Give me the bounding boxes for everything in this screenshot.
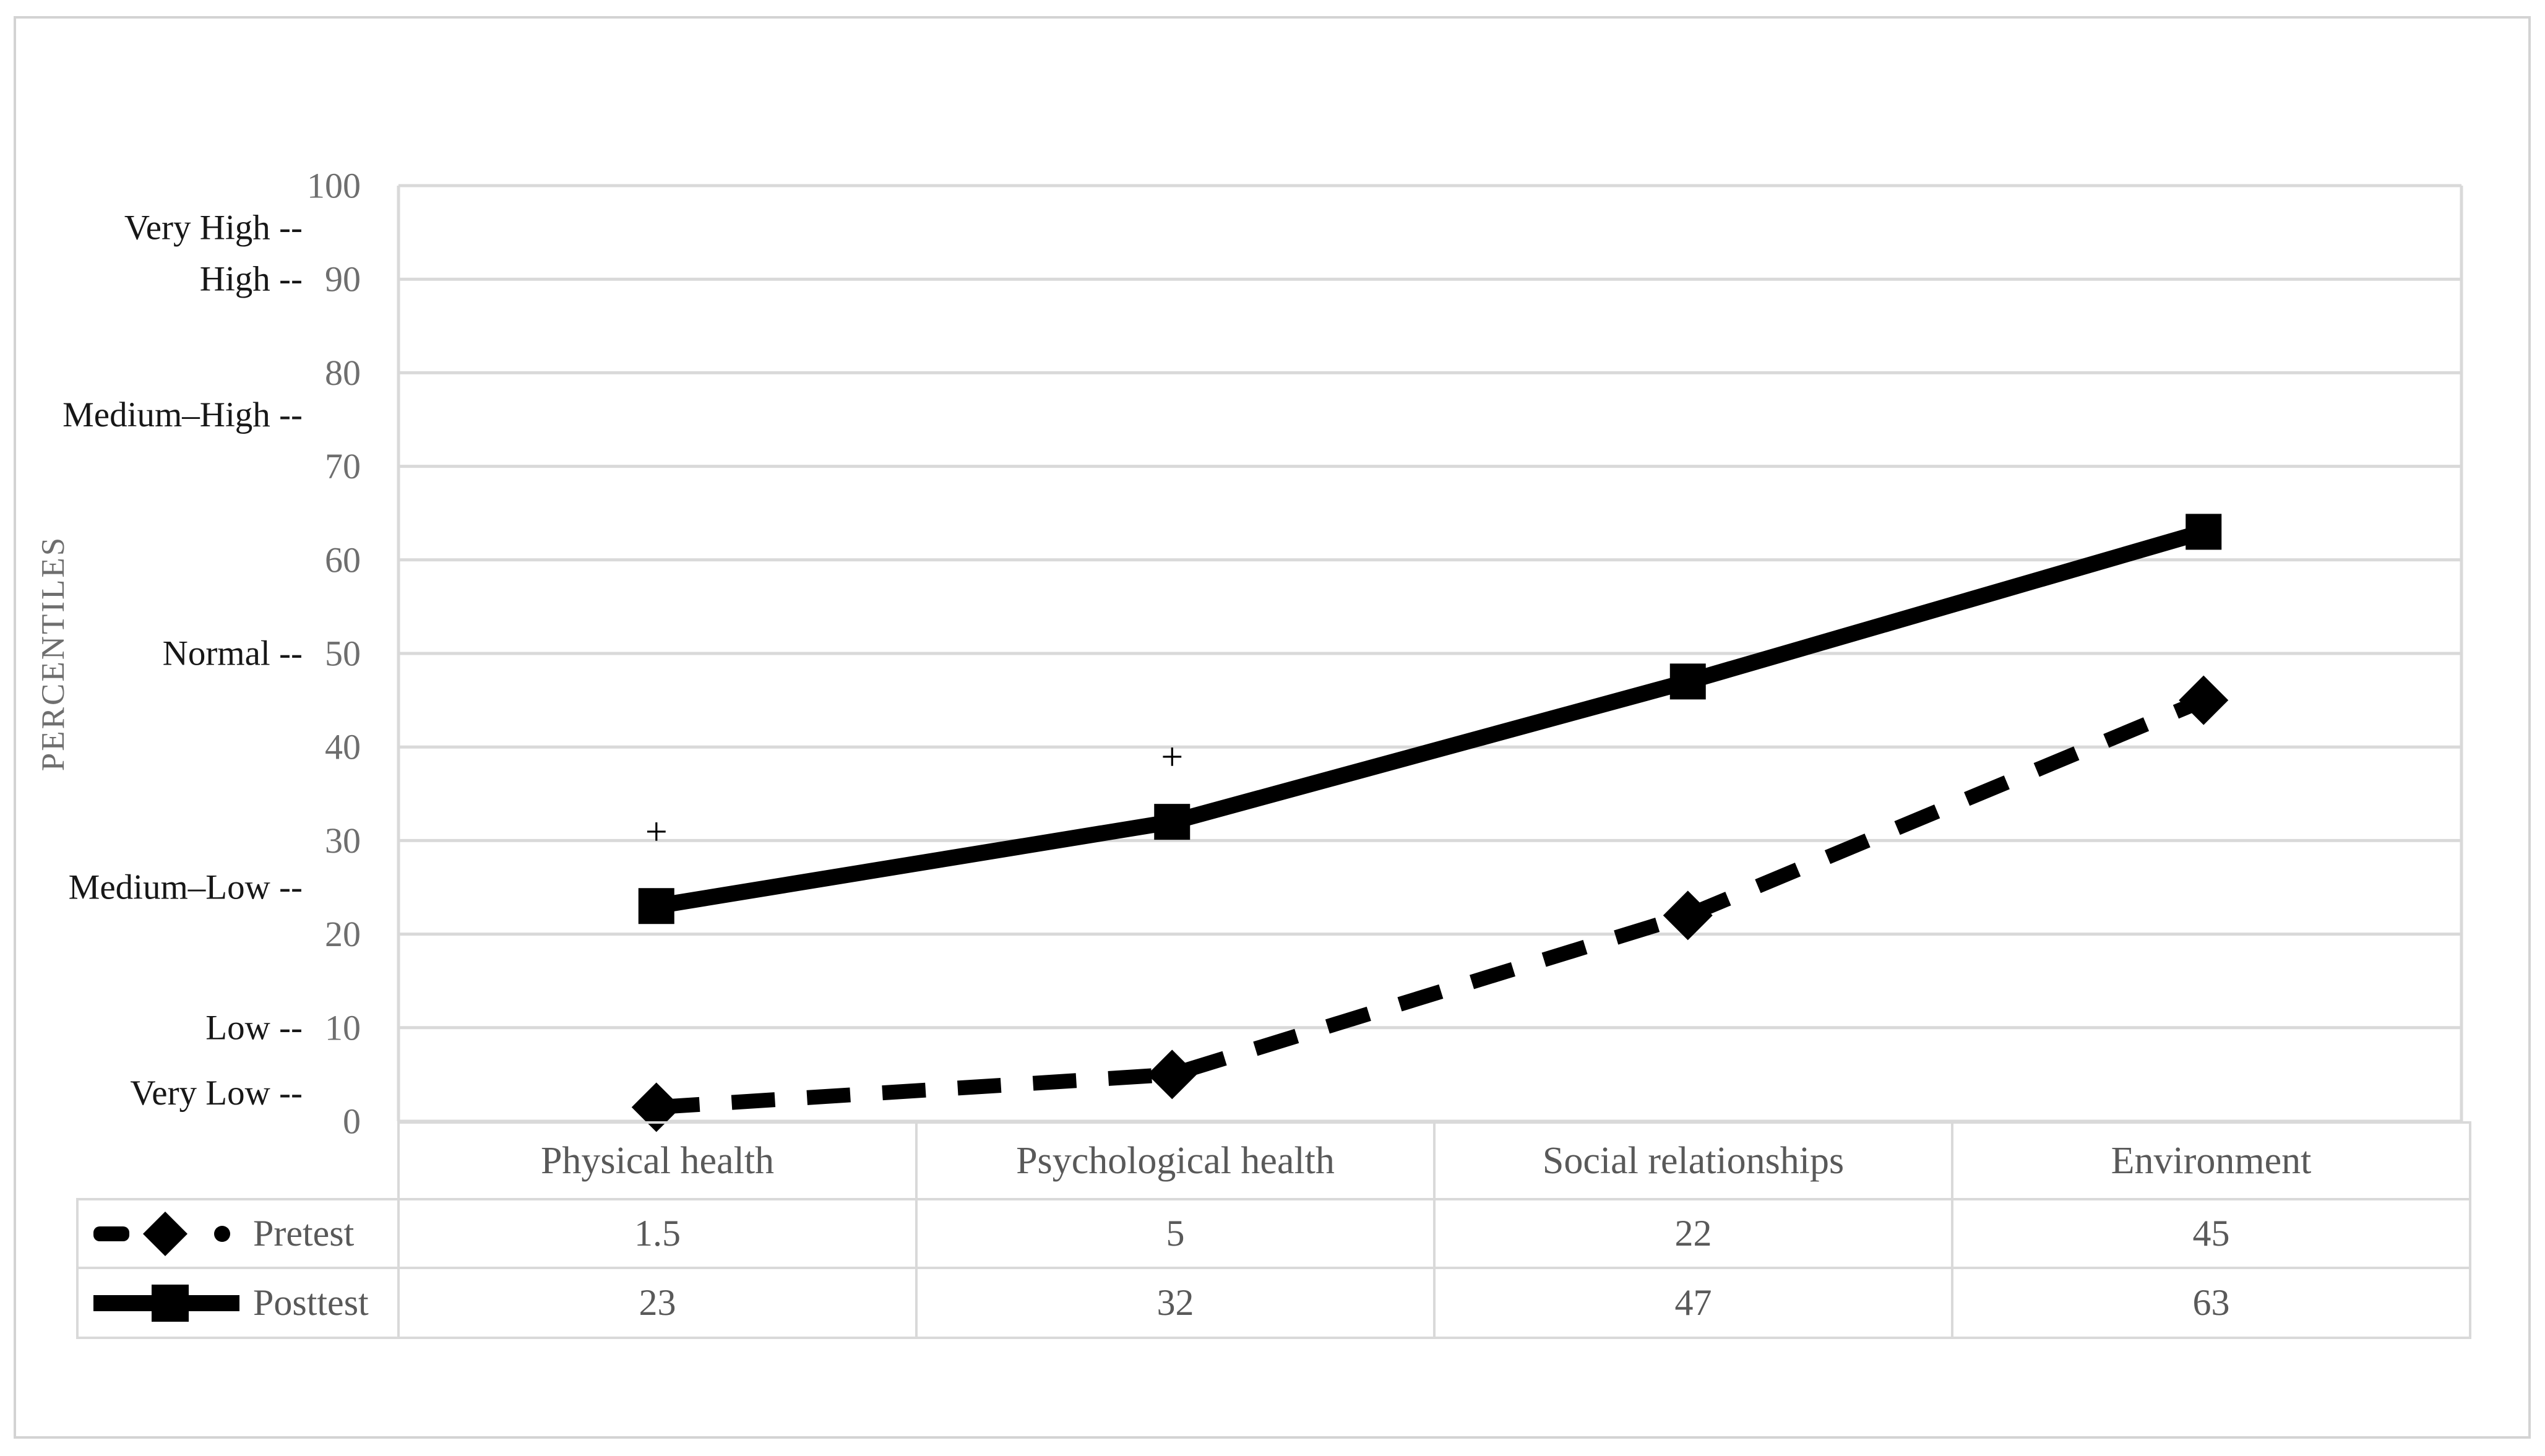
posttest-value-environment: 63	[1951, 1267, 2471, 1339]
y-tick-label-40: 40	[325, 727, 361, 767]
band-label-2: Medium–High --	[62, 395, 303, 434]
marker-square-posttest-3	[2185, 514, 2222, 550]
band-label-1: High --	[200, 260, 303, 299]
table-row-posttest: Posttest 23 32 47 63	[76, 1267, 2471, 1339]
marker-square-posttest-1	[1154, 804, 1191, 840]
series-line-pretest	[655, 693, 2207, 1115]
marker-diamond-pretest-3	[2179, 675, 2229, 725]
pretest-value-environment: 45	[1951, 1198, 2471, 1269]
band-label-6: Very Low --	[130, 1074, 303, 1113]
band-label-3: Normal --	[163, 634, 303, 673]
posttest-value-social-relationships: 47	[1433, 1267, 1953, 1339]
legend-label-posttest: Posttest	[253, 1282, 369, 1323]
figure-border	[14, 16, 2531, 1439]
column-header-social-relationships: Social relationships	[1433, 1121, 1953, 1200]
series-line-posttest	[655, 523, 2206, 915]
y-tick-label-80: 80	[325, 353, 361, 393]
y-axis-title: PERCENTILES	[35, 536, 71, 771]
column-header-physical-health: Physical health	[397, 1121, 918, 1200]
data-table: Physical health Psychological health Soc…	[76, 1121, 2471, 1339]
marker-square-posttest-2	[1669, 663, 1706, 700]
band-label-0: Very High --	[124, 209, 303, 248]
marker-square-posttest-0	[638, 888, 674, 924]
pretest-value-psychological-health: 5	[915, 1198, 1436, 1269]
pretest-value-physical-health: 1.5	[397, 1198, 918, 1269]
posttest-legend-key-icon	[93, 1284, 239, 1322]
posttest-value-physical-health: 23	[397, 1267, 918, 1339]
column-header-environment: Environment	[1951, 1121, 2471, 1200]
y-tick-label-70: 70	[325, 446, 361, 486]
marker-diamond-pretest-2	[1663, 890, 1713, 941]
column-header-psychological-health: Psychological health	[915, 1121, 1436, 1200]
y-tick-label-90: 90	[325, 259, 361, 299]
significance-marker-1: +	[1161, 734, 1183, 778]
y-tick-label-0: 0	[343, 1101, 361, 1142]
pretest-value-social-relationships: 22	[1433, 1198, 1953, 1269]
y-tick-label-60: 60	[325, 540, 361, 580]
pretest-legend-key-icon	[93, 1211, 230, 1256]
legend-cell-posttest: Posttest	[76, 1267, 400, 1339]
table-header-row: Physical health Psychological health Soc…	[77, 1121, 2471, 1200]
legend-label-pretest: Pretest	[253, 1213, 355, 1254]
band-label-5: Low --	[205, 1008, 303, 1047]
legend-cell-pretest: Pretest	[76, 1198, 400, 1269]
marker-diamond-pretest-1	[1147, 1049, 1197, 1100]
y-tick-label-100: 100	[307, 166, 361, 206]
y-tick-label-30: 30	[325, 821, 361, 861]
band-label-4: Medium–Low --	[69, 868, 303, 907]
table-corner-cell	[77, 1122, 398, 1199]
y-tick-label-20: 20	[325, 914, 361, 954]
marker-diamond-pretest-0	[631, 1082, 681, 1132]
posttest-value-psychological-health: 32	[915, 1267, 1436, 1339]
y-tick-label-10: 10	[325, 1007, 361, 1048]
y-tick-label-50: 50	[325, 634, 361, 674]
significance-marker-0: +	[645, 809, 668, 853]
table-row-pretest: Pretest 1.5 5 22 45	[76, 1198, 2471, 1269]
